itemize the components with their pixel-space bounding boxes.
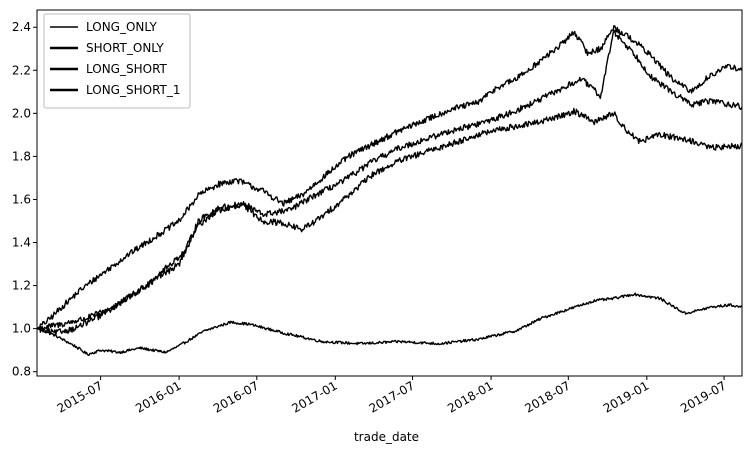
x-axis: 2015-07 2016-01 2016-07 2017-01 2017-07 2018-…: [55, 376, 729, 416]
y-tick-label: 1.6: [12, 192, 31, 206]
x-tick-label: 2019-01: [601, 378, 651, 415]
y-tick-label: 2.4: [12, 20, 31, 34]
series-line-long-only: [36, 292, 743, 357]
x-axis-title: trade_date: [354, 430, 419, 444]
x-tick-label: 2018-07: [522, 378, 572, 415]
y-tick-label: 1.0: [12, 322, 31, 336]
x-tick-label: 2017-07: [367, 378, 417, 415]
x-tick-label: 2018-01: [445, 378, 495, 415]
y-tick-label: 2.2: [12, 63, 31, 77]
x-tick-label: 2016-01: [133, 378, 183, 415]
x-tick-label: 2015-07: [55, 378, 105, 415]
y-tick-label: 0.8: [12, 365, 31, 379]
x-tick-label: 2016-07: [211, 378, 261, 415]
x-tick-label: 2017-01: [289, 378, 339, 415]
legend-label: LONG_SHORT: [86, 62, 168, 76]
series-line-long-short-1: [36, 107, 743, 336]
legend-label: SHORT_ONLY: [86, 41, 164, 55]
legend: LONG_ONLY SHORT_ONLY LONG_SHORT LONG_SHORT_…: [43, 13, 191, 109]
y-axis: 0.8 1.0 1.2 1.4 1.6 1.8 2.0 2.2 2.4: [12, 20, 37, 379]
y-tick-label: 1.4: [12, 236, 31, 250]
plot-lines: [36, 25, 743, 357]
y-tick-label: 2.0: [12, 106, 31, 120]
legend-label: LONG_SHORT_1: [86, 83, 181, 97]
series-line-short-only: [36, 25, 743, 330]
legend-box: [43, 13, 191, 109]
x-tick-label: 2019-07: [678, 378, 728, 415]
y-tick-label: 1.2: [12, 279, 31, 293]
plot-frame: [36, 9, 743, 377]
legend-label: LONG_ONLY: [86, 20, 157, 34]
y-tick-label: 1.8: [12, 149, 31, 163]
